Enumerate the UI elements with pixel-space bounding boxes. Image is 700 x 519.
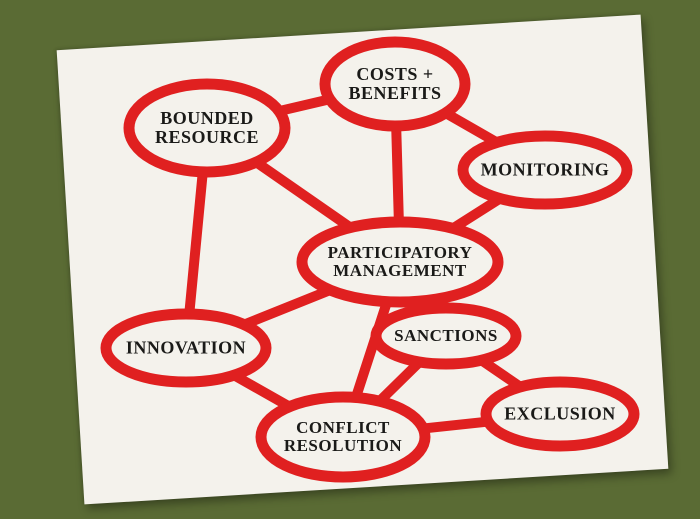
node-bounded xyxy=(129,84,285,172)
node-conflict xyxy=(261,397,425,477)
node-costs xyxy=(325,42,465,126)
node-innovation xyxy=(106,314,266,382)
node-monitoring xyxy=(463,136,627,204)
node-exclusion xyxy=(486,382,634,446)
stage: BOUNDED RESOURCECOSTS + BENEFITSMONITORI… xyxy=(0,0,700,519)
node-sanctions xyxy=(376,308,516,364)
diagram-svg xyxy=(0,0,700,519)
node-particip xyxy=(302,222,498,302)
